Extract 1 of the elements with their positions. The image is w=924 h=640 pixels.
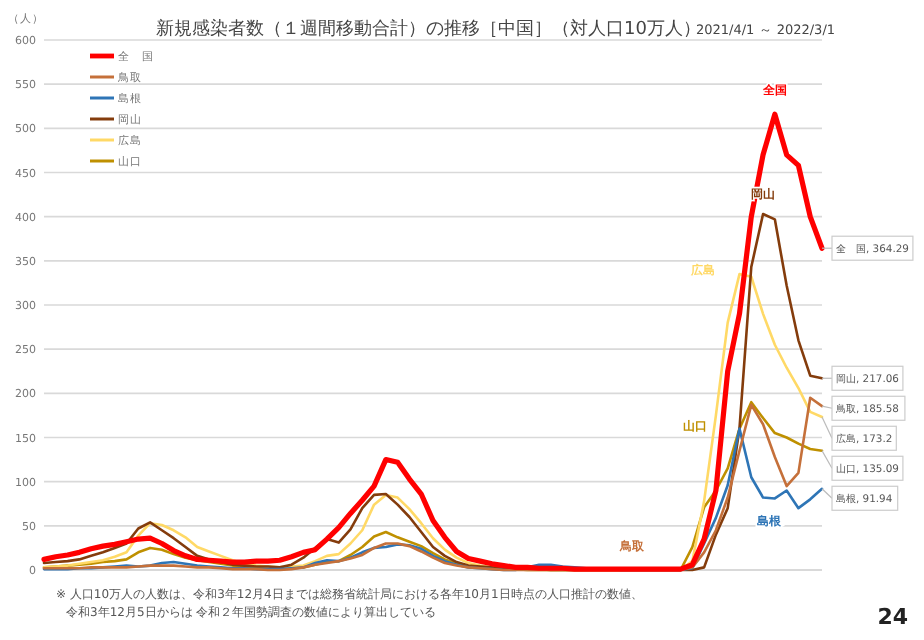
- text: 24: [877, 604, 909, 630]
